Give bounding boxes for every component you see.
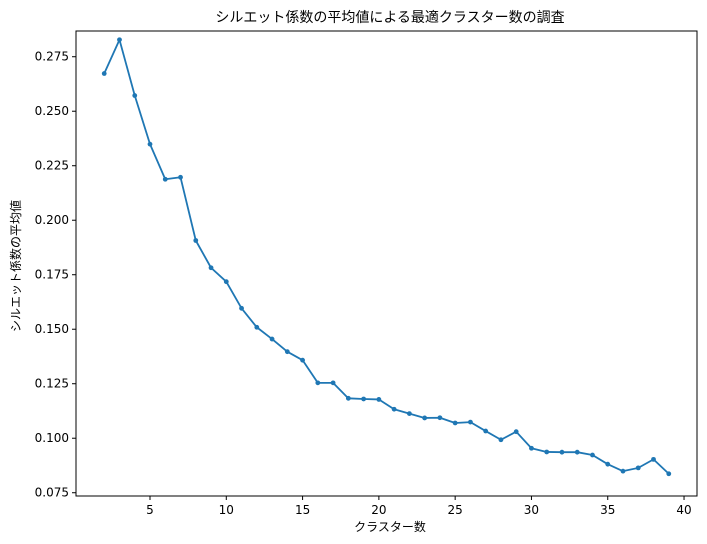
data-point	[544, 449, 550, 455]
data-point	[437, 415, 443, 421]
data-point	[422, 415, 428, 421]
y-tick-label: 0.150	[35, 322, 69, 336]
x-tick-label: 35	[600, 503, 615, 517]
x-tick-label: 30	[524, 503, 539, 517]
data-point	[300, 357, 305, 363]
data-point	[452, 420, 458, 426]
y-tick-label: 0.175	[35, 268, 69, 282]
y-tick-label: 0.200	[35, 213, 69, 227]
data-point	[559, 449, 565, 455]
data-point	[635, 465, 641, 471]
series-line	[103, 38, 670, 475]
data-point	[315, 380, 321, 386]
data-point	[162, 176, 168, 182]
x-tick-label: 40	[676, 503, 691, 517]
y-axis-label: シルエット係数の平均値	[8, 200, 23, 332]
x-axis-label: クラスター数	[354, 519, 426, 534]
plot-frame	[75, 30, 698, 497]
y-tick-label: 0.225	[35, 159, 69, 173]
data-point	[239, 305, 244, 311]
y-tick-label: 0.125	[35, 377, 69, 391]
data-point	[117, 37, 122, 43]
plot-area: 5 10 15 20 25 30 35 40 0.075 0.100 0.125 0.150 0.175…	[35, 30, 698, 517]
data-point	[376, 397, 382, 402]
data-point	[651, 456, 656, 462]
data-point	[391, 406, 397, 412]
chart-title: シルエット係数の平均値による最適クラスター数の調査	[215, 9, 564, 26]
data-point	[132, 93, 138, 98]
data-point	[193, 238, 199, 243]
data-point	[254, 324, 260, 330]
data-point	[468, 419, 473, 425]
data-point	[208, 265, 214, 271]
data-point	[269, 336, 275, 342]
x-tick-label: 20	[371, 503, 386, 517]
y-tick-label: 0.250	[35, 104, 69, 118]
data-point	[345, 395, 351, 401]
x-tick-label: 15	[295, 503, 310, 517]
data-point	[574, 449, 580, 455]
data-point	[498, 437, 504, 443]
data-point	[483, 428, 489, 434]
data-point	[620, 468, 626, 474]
data-point	[406, 411, 412, 416]
data-point	[101, 71, 107, 76]
data-point	[223, 279, 229, 285]
data-point	[513, 429, 519, 435]
data-point	[590, 452, 595, 458]
data-point	[666, 471, 672, 477]
y-tick-label: 0.275	[35, 50, 69, 64]
data-point	[361, 396, 367, 402]
data-point	[605, 461, 611, 467]
data-point	[529, 445, 534, 451]
y-tick-label: 0.075	[35, 486, 69, 500]
data-point	[330, 380, 336, 386]
x-tick-label: 10	[219, 503, 234, 517]
data-point	[178, 174, 183, 180]
data-point	[284, 349, 290, 355]
x-tick-label: 25	[448, 503, 463, 517]
x-tick-label: 5	[146, 503, 154, 517]
data-point	[147, 141, 153, 147]
y-tick-label: 0.100	[35, 431, 69, 445]
